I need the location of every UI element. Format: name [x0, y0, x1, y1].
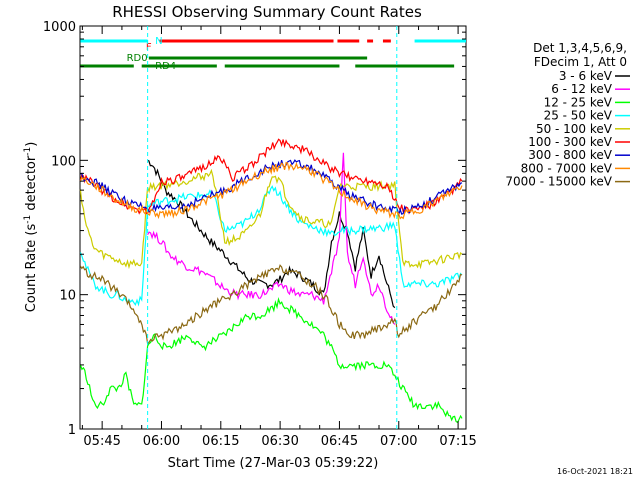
legend: Det 1,3,4,5,6,9, FDecim 1, Att 0 3 - 6 k…	[505, 41, 630, 189]
legend-entry-8: 7000 - 15000 keV	[505, 175, 612, 189]
legend-header-line-1: Det 1,3,4,5,6,9,	[533, 41, 627, 55]
y-label-part-2: detector	[24, 155, 39, 215]
plot-frame	[79, 25, 467, 430]
y-tick-label-0: 1	[68, 423, 76, 438]
plot-area	[79, 25, 467, 430]
generation-timestamp: 16-Oct-2021 18:21	[557, 467, 633, 476]
series-line-4	[79, 168, 463, 270]
chart-title: RHESSI Observing Summary Count Rates	[112, 3, 422, 21]
y-tick-label-3: 1000	[43, 20, 76, 35]
legend-entry-6: 300 - 800 keV	[528, 148, 612, 162]
legend-entry-4: 50 - 100 keV	[536, 122, 613, 136]
series-line-5	[79, 138, 463, 215]
x-tick-label-0: 05:45	[83, 434, 120, 449]
legend-entry-0: 3 - 6 keV	[559, 69, 613, 83]
x-tick-label-1: 06:00	[143, 434, 180, 449]
flag-label-rd0: RD0	[127, 53, 148, 64]
x-axis-ticks: 05:45 06:00 06:15 06:30 06:45 07:00 07:15	[81, 26, 477, 449]
y-tick-label-1: 10	[59, 289, 76, 304]
x-tick-label-2: 06:15	[202, 434, 239, 449]
series-line-6	[80, 159, 463, 217]
x-tick-label-3: 06:30	[261, 434, 298, 449]
flag-label-n: N	[155, 36, 162, 47]
legend-entry-2: 12 - 25 keV	[544, 95, 613, 109]
series-line-8	[79, 264, 463, 346]
legend-entry-7: 800 - 7000 keV	[521, 161, 613, 175]
y-axis-label: Count Rate (s-1 detector-1)	[23, 142, 39, 313]
legend-header-line-2: FDecim 1, Att 0	[534, 55, 627, 69]
series-line-0	[147, 159, 396, 309]
x-tick-label-4: 06:45	[321, 434, 358, 449]
series-line-3	[79, 185, 463, 307]
legend-entry-3: 25 - 50 keV	[544, 109, 613, 123]
series-line-7	[79, 161, 463, 220]
x-tick-label-5: 07:00	[380, 434, 417, 449]
flag-label-f: F	[146, 42, 152, 53]
series-layer	[79, 138, 463, 424]
x-tick-label-6: 07:15	[439, 434, 476, 449]
legend-entry-1: 6 - 12 keV	[551, 82, 613, 96]
y-label-part-3: )	[24, 142, 39, 147]
y-label-sup-1: -1	[23, 215, 33, 224]
y-tick-label-2: 100	[51, 154, 76, 169]
series-line-2	[79, 297, 463, 424]
flag-label-rd4: RD4	[155, 61, 176, 72]
series-line-1	[147, 152, 396, 325]
y-axis-ticks: 1 10 100 1000	[43, 20, 466, 438]
x-axis-label: Start Time (27-Mar-03 05:39:22)	[168, 456, 379, 471]
y-label-sup-2: -1	[23, 147, 33, 156]
legend-entry-5: 100 - 300 keV	[528, 135, 612, 149]
y-label-part-1: Count Rate (s	[24, 224, 39, 313]
